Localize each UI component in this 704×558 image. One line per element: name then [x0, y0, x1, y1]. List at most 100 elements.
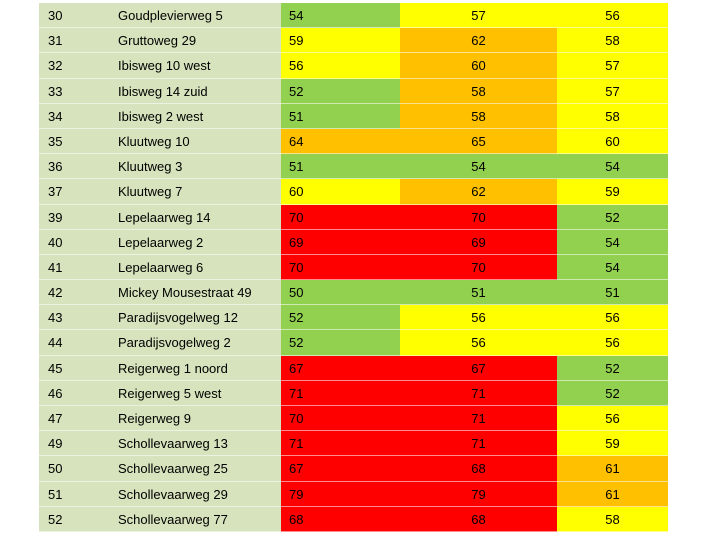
- value-cell-1: 52: [281, 305, 400, 331]
- value-cell-2: 79: [400, 481, 557, 507]
- row-number: 40: [39, 229, 109, 255]
- value-cell-3: 52: [557, 204, 668, 230]
- value-cell-2: 70: [400, 204, 557, 230]
- value-cell-1: 64: [281, 128, 400, 155]
- value-cell-1: 52: [281, 330, 400, 356]
- value-cell-2: 71: [400, 406, 557, 432]
- value-cell-2: 68: [400, 506, 557, 532]
- value-cell-3: 58: [557, 28, 668, 54]
- value-cell-1: 52: [281, 78, 400, 104]
- value-cell-2: 62: [400, 179, 557, 205]
- table-row: 40 Lepelaarweg 2 69 69 54: [39, 229, 668, 256]
- value-cell-2: 58: [400, 78, 557, 104]
- row-number: 30: [39, 3, 109, 29]
- row-number: 50: [39, 456, 109, 482]
- row-address: Lepelaarweg 14: [109, 204, 281, 230]
- table-row: 30 Goudplevierweg 5 54 57 56: [39, 3, 668, 29]
- value-cell-3: 52: [557, 355, 668, 381]
- table-row: 50 Schollevaarweg 25 67 68 61: [39, 456, 668, 482]
- value-cell-1: 70: [281, 406, 400, 432]
- row-address: Paradijsvogelweg 2: [109, 330, 281, 356]
- row-address: Schollevaarweg 13: [109, 431, 281, 457]
- value-cell-1: 70: [281, 254, 400, 281]
- value-cell-2: 56: [400, 330, 557, 356]
- table-row: 39 Lepelaarweg 14 70 70 52: [39, 204, 668, 230]
- table-row: 52 Schollevaarweg 77 68 68 58: [39, 506, 668, 533]
- table-row: 34 Ibisweg 2 west 51 58 58: [39, 103, 668, 130]
- row-number: 51: [39, 481, 109, 507]
- value-cell-1: 54: [281, 3, 400, 29]
- value-cell-3: 56: [557, 3, 668, 29]
- row-number: 37: [39, 179, 109, 205]
- value-cell-1: 60: [281, 179, 400, 205]
- row-address: Kluutweg 7: [109, 179, 281, 205]
- table-row: 46 Reigerweg 5 west 71 71 52: [39, 380, 668, 407]
- value-cell-1: 51: [281, 103, 400, 129]
- row-number: 47: [39, 406, 109, 432]
- row-address: Mickey Mousestraat 49: [109, 280, 281, 306]
- row-number: 52: [39, 506, 109, 532]
- table-row: 47 Reigerweg 9 70 71 56: [39, 406, 668, 432]
- noise-level-table: 30 Goudplevierweg 5 54 57 56 31 Gruttoweg 29 59…: [39, 3, 668, 533]
- value-cell-2: 57: [400, 3, 557, 29]
- row-address: Lepelaarweg 6: [109, 254, 281, 281]
- value-cell-3: 58: [557, 103, 668, 129]
- row-number: 34: [39, 103, 109, 129]
- table-row: 41 Lepelaarweg 6 70 70 54: [39, 254, 668, 281]
- value-cell-2: 62: [400, 28, 557, 54]
- table-row: 45 Reigerweg 1 noord 67 67 52: [39, 355, 668, 382]
- value-cell-1: 70: [281, 204, 400, 230]
- value-cell-3: 56: [557, 406, 668, 432]
- row-address: Lepelaarweg 2: [109, 229, 281, 255]
- table-row: 36 Kluutweg 3 51 54 54: [39, 154, 668, 180]
- row-number: 42: [39, 280, 109, 306]
- value-cell-1: 56: [281, 53, 400, 79]
- row-number: 46: [39, 380, 109, 406]
- table-row: 43 Paradijsvogelweg 12 52 56 56: [39, 305, 668, 331]
- value-cell-3: 54: [557, 229, 668, 255]
- value-cell-3: 57: [557, 53, 668, 79]
- row-number: 44: [39, 330, 109, 356]
- row-address: Schollevaarweg 29: [109, 481, 281, 507]
- table-row: 37 Kluutweg 7 60 62 59: [39, 179, 668, 205]
- row-number: 45: [39, 355, 109, 381]
- row-number: 43: [39, 305, 109, 331]
- value-cell-2: 54: [400, 154, 557, 180]
- value-cell-1: 71: [281, 380, 400, 406]
- value-cell-2: 71: [400, 380, 557, 406]
- value-cell-2: 56: [400, 305, 557, 331]
- row-address: Kluutweg 10: [109, 128, 281, 155]
- row-number: 39: [39, 204, 109, 230]
- row-number: 49: [39, 431, 109, 457]
- row-address: Gruttoweg 29: [109, 28, 281, 54]
- row-address: Paradijsvogelweg 12: [109, 305, 281, 331]
- value-cell-2: 58: [400, 103, 557, 129]
- row-address: Goudplevierweg 5: [109, 3, 281, 29]
- row-number: 36: [39, 154, 109, 180]
- value-cell-1: 68: [281, 506, 400, 532]
- row-address: Reigerweg 1 noord: [109, 355, 281, 381]
- value-cell-2: 69: [400, 229, 557, 255]
- value-cell-2: 70: [400, 254, 557, 281]
- row-address: Ibisweg 10 west: [109, 53, 281, 79]
- table-row: 42 Mickey Mousestraat 49 50 51 51: [39, 280, 668, 306]
- value-cell-3: 60: [557, 128, 668, 155]
- table-row: 31 Gruttoweg 29 59 62 58: [39, 28, 668, 54]
- row-address: Reigerweg 5 west: [109, 380, 281, 406]
- value-cell-3: 51: [557, 280, 668, 306]
- value-cell-1: 71: [281, 431, 400, 457]
- table-row: 49 Schollevaarweg 13 71 71 59: [39, 431, 668, 457]
- value-cell-2: 51: [400, 280, 557, 306]
- row-number: 33: [39, 78, 109, 104]
- value-cell-2: 71: [400, 431, 557, 457]
- value-cell-3: 52: [557, 380, 668, 406]
- value-cell-3: 56: [557, 305, 668, 331]
- row-number: 31: [39, 28, 109, 54]
- value-cell-1: 67: [281, 456, 400, 482]
- value-cell-3: 56: [557, 330, 668, 356]
- table-row: 33 Ibisweg 14 zuid 52 58 57: [39, 78, 668, 104]
- row-address: Schollevaarweg 25: [109, 456, 281, 482]
- value-cell-1: 51: [281, 154, 400, 180]
- table-row: 44 Paradijsvogelweg 2 52 56 56: [39, 330, 668, 356]
- row-number: 41: [39, 254, 109, 281]
